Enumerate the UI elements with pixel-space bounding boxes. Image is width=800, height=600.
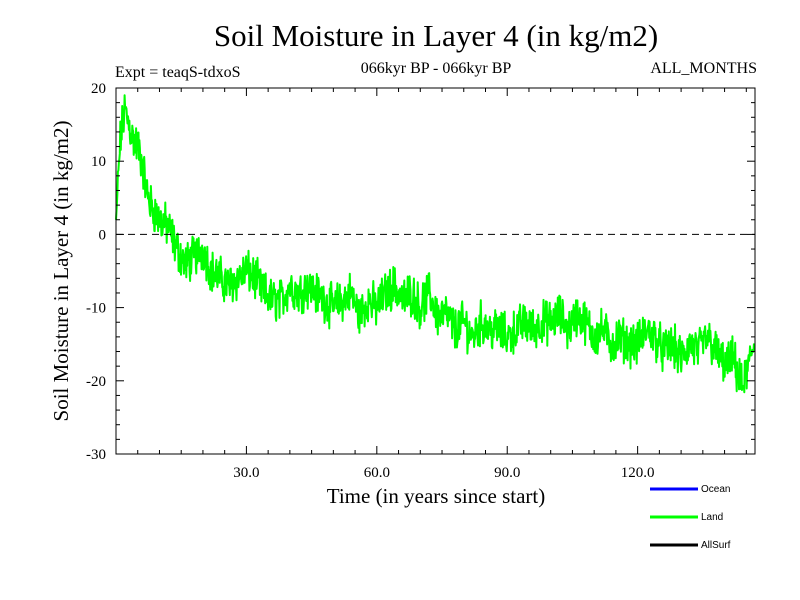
y-axis-label: Soil Moisture in Layer 4 (in kg/m2)	[49, 121, 73, 422]
legend-label-allsurf: AllSurf	[701, 540, 731, 551]
y-tick-label: 20	[91, 81, 106, 97]
experiment-label: Expt = teaqS-tdxoS	[115, 64, 240, 81]
axis-ticks	[116, 87, 755, 455]
plot-area	[115, 87, 756, 455]
x-tick-label: 90.0	[494, 465, 520, 481]
period-label: 066kyr BP - 066kyr BP	[361, 60, 512, 77]
legend-label-land: Land	[701, 512, 723, 523]
y-tick-label: -10	[86, 301, 106, 317]
x-tick-label: 30.0	[233, 465, 259, 481]
legend: Ocean Land AllSurf	[650, 484, 731, 551]
series-line-land	[115, 94, 756, 394]
y-tick-label: 10	[91, 154, 106, 170]
x-tick-label: 60.0	[364, 465, 390, 481]
x-tick-label: 120.0	[621, 465, 655, 481]
legend-label-ocean: Ocean	[701, 484, 730, 495]
plot-frame	[115, 87, 756, 455]
chart-title: Soil Moisture in Layer 4 (in kg/m2)	[214, 18, 658, 53]
y-tick-label: 0	[99, 227, 107, 243]
tick-labels: -30 -20 -10 0 10 20 30.0 60.0 90.0 120.0	[86, 81, 655, 481]
months-label: ALL_MONTHS	[650, 60, 757, 77]
y-tick-label: -30	[86, 447, 106, 463]
y-tick-label: -20	[86, 374, 106, 390]
x-axis-label: Time (in years since start)	[327, 484, 546, 508]
